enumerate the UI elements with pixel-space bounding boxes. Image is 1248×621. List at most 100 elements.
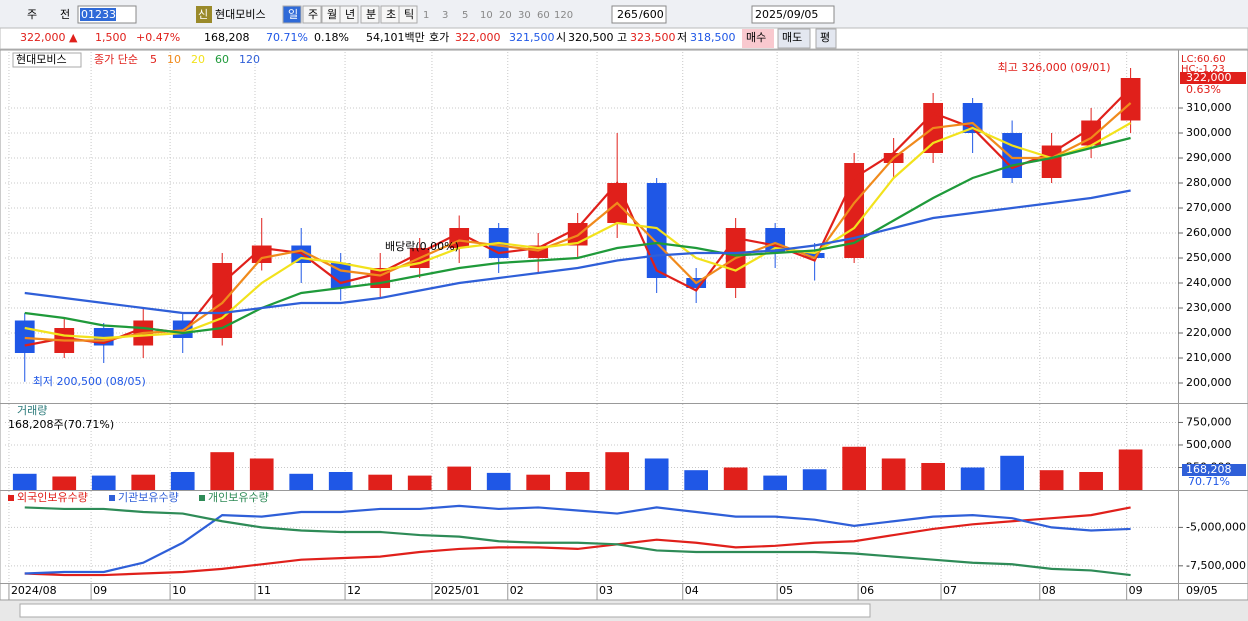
x-tick-label: 12 (347, 584, 361, 597)
interval[interactable]: 년 (345, 8, 355, 21)
x-tick-label: 06 (860, 584, 874, 597)
code[interactable]: 012330 (81, 8, 123, 21)
interval-button[interactable] (339, 5, 359, 24)
y-tick-label: 280,000 (1186, 176, 1232, 189)
ask-label: 호가 (429, 31, 449, 44)
sell-button[interactable] (777, 28, 811, 49)
x-tick-label: 09 (1129, 584, 1143, 597)
x-tick-label: 05 (779, 584, 793, 597)
volume-bar (131, 474, 156, 490)
last-volume-tag (1182, 464, 1246, 476)
volume-bar (52, 476, 77, 490)
volume-bar (249, 458, 274, 490)
date[interactable]: 2025/09/05 (755, 8, 818, 21)
candle-body (14, 320, 35, 353)
x-tick-label: 03 (599, 584, 613, 597)
low-annotation: 최저 200,500 (08/05) (33, 375, 146, 388)
minute[interactable]: 30 (518, 10, 531, 21)
buy[interactable]: 매수 (746, 31, 766, 44)
volume-bar (289, 473, 314, 490)
y-tick-label: 300,000 (1186, 126, 1232, 139)
y-tick-label: 210,000 (1186, 351, 1232, 364)
count-input[interactable] (611, 5, 667, 24)
stock-name[interactable]: 현대모비스 (215, 8, 266, 21)
minute[interactable]: 120 (554, 10, 573, 21)
indicator: HC:-1.23 (1181, 64, 1225, 75)
interval[interactable]: 월 (327, 8, 337, 21)
interval-button[interactable] (302, 5, 322, 24)
interval[interactable]: 주 (308, 8, 318, 21)
y-tick-label: 220,000 (1186, 326, 1232, 339)
last-change: 0.63% (1186, 83, 1221, 96)
volume-bar (1039, 470, 1064, 490)
volume-bar (210, 452, 235, 490)
minute[interactable]: 20 (499, 10, 512, 21)
avg[interactable]: 평 (820, 31, 830, 44)
prev[interactable]: 전 (60, 8, 70, 21)
interval[interactable]: 초 (386, 8, 396, 21)
interval[interactable]: 일 (288, 7, 298, 21)
legend-entry: 5 (150, 53, 157, 66)
volume-bar (605, 452, 630, 490)
minute[interactable]: 1 (423, 10, 429, 21)
y-tick-label: -5,000,000 (1186, 520, 1246, 533)
interval[interactable]: 틱 (404, 8, 414, 21)
interval[interactable]: 분 (366, 8, 376, 21)
legend-swatch (8, 495, 14, 501)
volume-bar (881, 458, 906, 490)
sell[interactable]: 매도 (782, 31, 802, 44)
y-tick-label: 270,000 (1186, 201, 1232, 214)
minute[interactable]: 3 (442, 10, 448, 21)
volume-bar (565, 471, 590, 490)
x-tick-label: 09 (93, 584, 107, 597)
candle-body (1081, 120, 1101, 146)
volume-bar (328, 471, 353, 490)
volume-bar (486, 472, 511, 490)
legend-entry: 개인보유수량 (208, 491, 269, 504)
chart-title: 현대모비스 (16, 53, 67, 66)
interval-button[interactable] (398, 5, 418, 24)
y-tick-label: 290,000 (1186, 151, 1232, 164)
volume-bar (842, 446, 866, 490)
high-label: 고 (617, 31, 627, 44)
buy-button[interactable] (742, 29, 774, 48)
volume: 168,208 (204, 31, 250, 44)
ma-line (24, 122, 1132, 340)
minute[interactable]: 10 (480, 10, 493, 21)
period[interactable]: 주 (27, 8, 37, 21)
turnover: 0.18% (314, 31, 349, 44)
volume-bar (170, 471, 195, 490)
quote-bar (0, 27, 1248, 50)
candle-body (1120, 78, 1141, 121)
amount: 54,101백만 (366, 31, 425, 44)
x-tick-label: 07 (943, 584, 957, 597)
price: 322,000 ▲ (20, 31, 78, 44)
legend-entry: 외국인보유수량 (17, 491, 88, 504)
interval-button[interactable] (360, 5, 380, 24)
dividend-annotation: 배당락(0.00%) (385, 240, 459, 253)
candle-body (1041, 145, 1062, 178)
last-volume-rate: 70.71% (1188, 475, 1230, 488)
open-label: 시 (556, 31, 566, 44)
series-line (24, 506, 1131, 577)
x-tick-label: 2025/01 (434, 584, 480, 597)
count[interactable]: 265 (617, 8, 638, 21)
volume-bar (1000, 455, 1024, 490)
avg-button[interactable] (815, 28, 837, 49)
volume-bar (723, 467, 748, 490)
y-tick-label: 310,000 (1186, 101, 1232, 114)
legend-swatch (199, 495, 205, 501)
legend-entry: 60 (215, 53, 229, 66)
credit: 신 (198, 8, 208, 21)
candle-body (646, 183, 667, 278)
x-tick-label: 08 (1042, 584, 1056, 597)
minute[interactable]: 60 (537, 10, 550, 21)
interval-button[interactable] (282, 5, 302, 24)
volume-bar (921, 462, 945, 490)
minute[interactable]: 5 (462, 10, 468, 21)
date-input[interactable] (751, 5, 835, 24)
candle-body (804, 253, 825, 258)
scroll-thumb[interactable] (19, 603, 871, 618)
last-volume: 168,208 (1186, 463, 1232, 476)
credit-badge (196, 6, 212, 23)
